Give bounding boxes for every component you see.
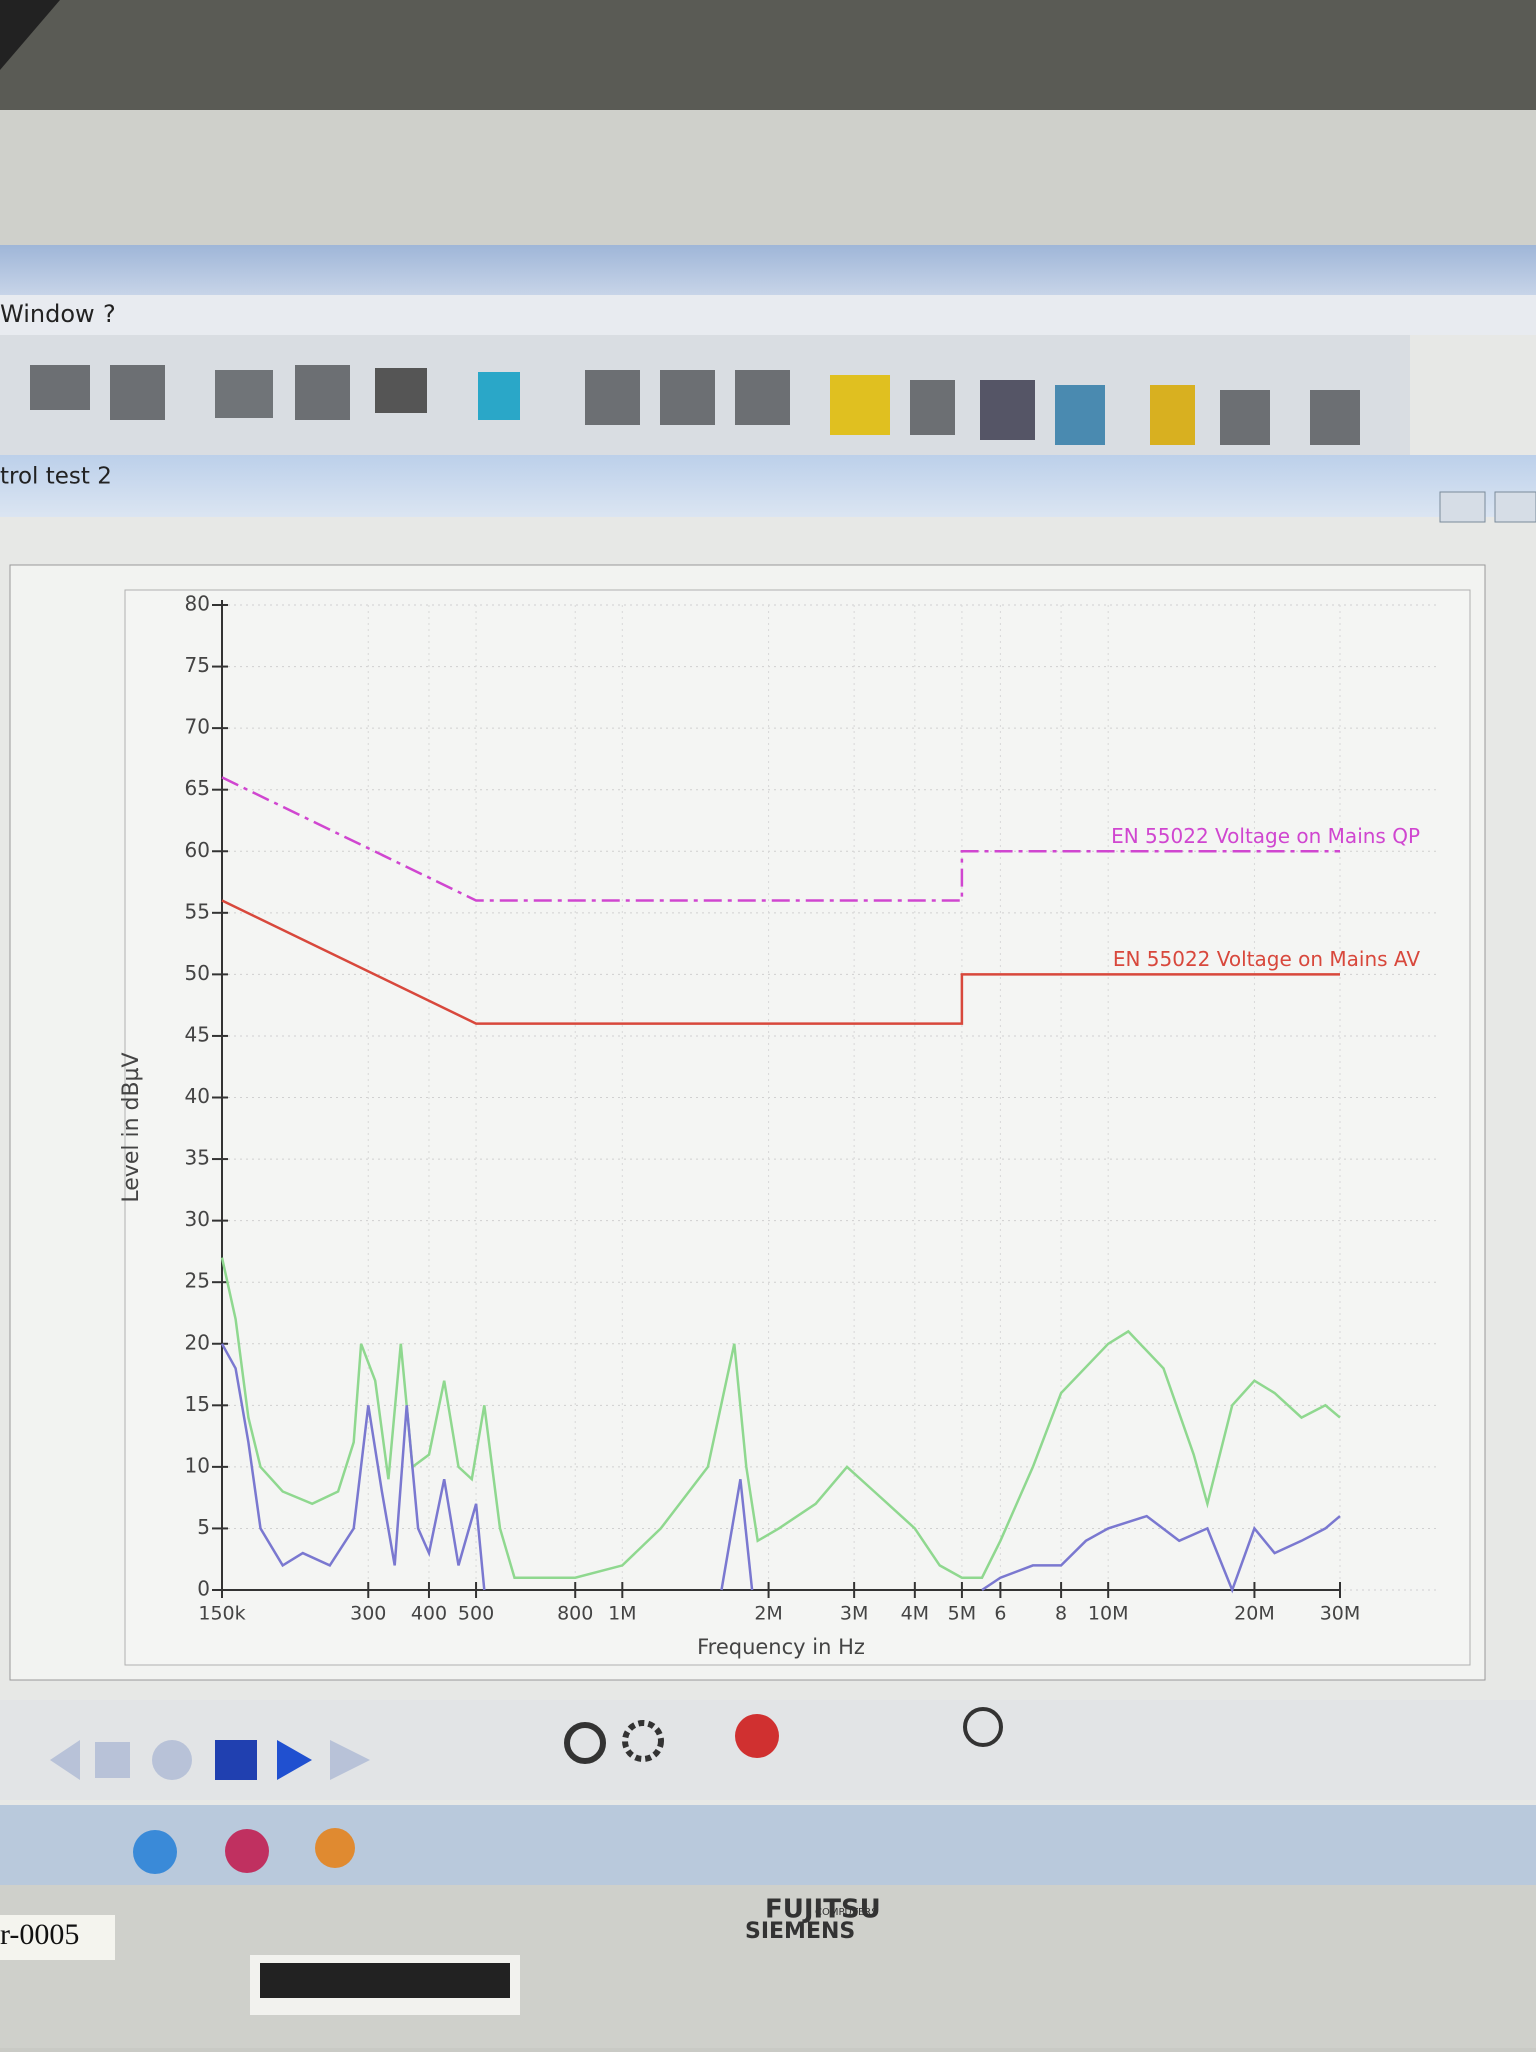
x-tick-label: 8 bbox=[1055, 1603, 1067, 1625]
tool-button[interactable] bbox=[110, 365, 165, 420]
tool-button[interactable] bbox=[980, 380, 1035, 440]
corner bbox=[0, 0, 60, 70]
record-button[interactable] bbox=[152, 1740, 192, 1780]
menu-bar bbox=[0, 295, 1536, 335]
y-tick-label: 0 bbox=[197, 1577, 210, 1601]
refresh-button[interactable] bbox=[564, 1722, 606, 1764]
window-title-bar bbox=[0, 455, 1536, 517]
x-tick-label: 10M bbox=[1088, 1603, 1129, 1625]
x-tick-label: 5M bbox=[948, 1603, 976, 1625]
x-tick-label: 30M bbox=[1320, 1603, 1361, 1625]
series-line bbox=[220, 1257, 1341, 1579]
taskbar-icon[interactable] bbox=[315, 1828, 355, 1868]
x-tick-label: 6 bbox=[994, 1603, 1006, 1625]
x-tick-label: 500 bbox=[458, 1603, 494, 1625]
y-tick-label: 50 bbox=[185, 961, 210, 985]
y-tick-label: 45 bbox=[185, 1022, 210, 1046]
tool-button[interactable] bbox=[1150, 385, 1195, 445]
x-tick-label: 4M bbox=[901, 1603, 929, 1625]
tool-button[interactable] bbox=[30, 365, 90, 410]
y-tick-label: 10 bbox=[185, 1453, 210, 1477]
x-tick-label: 800 bbox=[557, 1603, 593, 1625]
y-tick-label: 35 bbox=[185, 1146, 210, 1170]
y-tick-label: 5 bbox=[197, 1515, 210, 1539]
x-tick-label: 2M bbox=[754, 1603, 782, 1625]
window-title: trol test 2 bbox=[0, 464, 112, 490]
taskbar-icon[interactable] bbox=[225, 1829, 269, 1873]
asset-tag: r-0005 bbox=[0, 1918, 79, 1951]
pause-button[interactable] bbox=[95, 1742, 130, 1778]
series-line bbox=[221, 899, 1340, 1025]
asset-label bbox=[0, 1915, 115, 1960]
menu-item[interactable]: Window bbox=[0, 300, 95, 328]
tool-button[interactable] bbox=[830, 375, 890, 435]
play-button[interactable] bbox=[277, 1740, 312, 1780]
series-label: EN 55022 Voltage on Mains AV bbox=[1113, 947, 1421, 971]
y-tick-label: 60 bbox=[185, 838, 210, 862]
tool-button[interactable] bbox=[1055, 385, 1105, 445]
x-axis-title: Frequency in Hz bbox=[697, 1635, 865, 1659]
menu-item[interactable]: ? bbox=[103, 300, 116, 328]
x-tick-label: 3M bbox=[840, 1603, 868, 1625]
y-tick-label: 30 bbox=[185, 1207, 210, 1231]
toolbar-icons bbox=[30, 365, 1360, 445]
controls bbox=[50, 1707, 1003, 1780]
x-tick-label: 150k bbox=[198, 1603, 245, 1625]
x-tick-label: 20M bbox=[1234, 1603, 1275, 1625]
y-tick-label: 25 bbox=[185, 1269, 210, 1293]
y-tick-label: 55 bbox=[185, 899, 210, 923]
chart: 0 5 10 15 20 25 30 35 40 45 50 55 60 65 70 75 80 150k 300 4… bbox=[119, 592, 1440, 1659]
y-tick-label: 75 bbox=[185, 653, 210, 677]
y-tick-label: 80 bbox=[185, 592, 210, 616]
taskbar-icon[interactable] bbox=[133, 1830, 177, 1874]
power-button[interactable] bbox=[963, 1707, 1003, 1747]
app-title-bar bbox=[0, 245, 1536, 295]
tool-button[interactable] bbox=[295, 365, 350, 420]
step-button[interactable] bbox=[330, 1740, 370, 1780]
tool-button[interactable] bbox=[375, 368, 427, 413]
brand-sub: COMPUTERS bbox=[815, 1907, 878, 1918]
y-tick-label: 40 bbox=[185, 1084, 210, 1108]
maximize-button[interactable] bbox=[1494, 491, 1536, 523]
tool-button[interactable] bbox=[660, 370, 715, 425]
series-label: EN 55022 Voltage on Mains QP bbox=[1111, 824, 1420, 848]
tool-button[interactable] bbox=[478, 372, 520, 420]
y-tick-label: 65 bbox=[185, 776, 210, 800]
y-axis-title: Level in dBµV bbox=[119, 1052, 144, 1202]
x-tick-label: 1M bbox=[608, 1603, 636, 1625]
brand: FUJITSU bbox=[765, 1895, 881, 1925]
back-button[interactable] bbox=[50, 1740, 80, 1780]
x-tick-label: 400 bbox=[411, 1603, 447, 1625]
brand-2: SIEMENS bbox=[745, 1919, 855, 1944]
y-tick-label: 20 bbox=[185, 1330, 210, 1354]
cycle-button[interactable] bbox=[622, 1720, 664, 1762]
tool-button[interactable] bbox=[910, 380, 955, 435]
stop-button[interactable] bbox=[215, 1740, 257, 1780]
minimize-button[interactable] bbox=[1439, 491, 1486, 523]
x-tick-label: 300 bbox=[350, 1603, 386, 1625]
tool-button[interactable] bbox=[585, 370, 640, 425]
y-tick-label: 15 bbox=[185, 1392, 210, 1416]
tool-button[interactable] bbox=[1220, 390, 1270, 445]
tool-button[interactable] bbox=[1310, 390, 1360, 445]
cancel-button[interactable] bbox=[735, 1714, 779, 1758]
series-line bbox=[220, 1343, 1341, 1594]
barcode bbox=[260, 1963, 510, 1998]
y-tick-label: 70 bbox=[185, 715, 210, 739]
tool-button[interactable] bbox=[735, 370, 790, 425]
chart-frame bbox=[124, 589, 1471, 1666]
series-line bbox=[221, 776, 1340, 902]
tool-button[interactable] bbox=[215, 370, 273, 418]
